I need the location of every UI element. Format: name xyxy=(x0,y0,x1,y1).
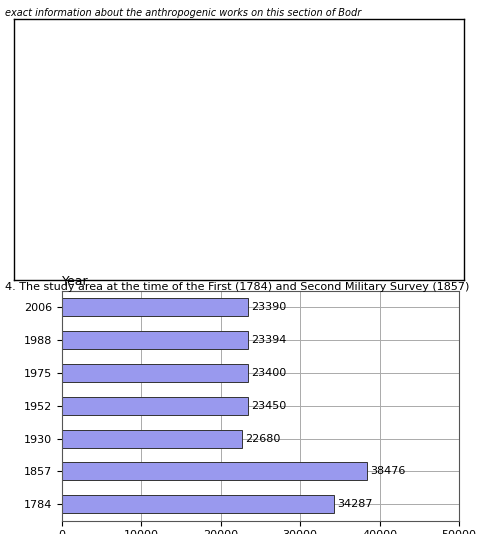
Text: exact information about the anthropogenic works on this section of Bodr: exact information about the anthropogeni… xyxy=(5,8,361,18)
Text: 23390: 23390 xyxy=(251,302,286,312)
Text: 23394: 23394 xyxy=(251,335,286,345)
Bar xyxy=(62,331,248,349)
Text: m: m xyxy=(452,532,463,534)
Bar xyxy=(62,364,248,382)
Bar xyxy=(62,397,248,415)
Bar xyxy=(62,495,334,513)
Bar xyxy=(62,430,242,447)
Bar xyxy=(62,299,248,317)
Text: 23450: 23450 xyxy=(251,401,287,411)
Text: 23400: 23400 xyxy=(251,368,286,378)
Text: 34287: 34287 xyxy=(337,499,373,509)
Text: 38476: 38476 xyxy=(370,466,406,476)
Text: Year: Year xyxy=(62,276,89,288)
Text: 22680: 22680 xyxy=(245,434,281,444)
Bar xyxy=(62,462,368,481)
Text: 4. The study area at the time of the First (1784) and Second Military Survey (18: 4. The study area at the time of the Fir… xyxy=(5,282,469,292)
